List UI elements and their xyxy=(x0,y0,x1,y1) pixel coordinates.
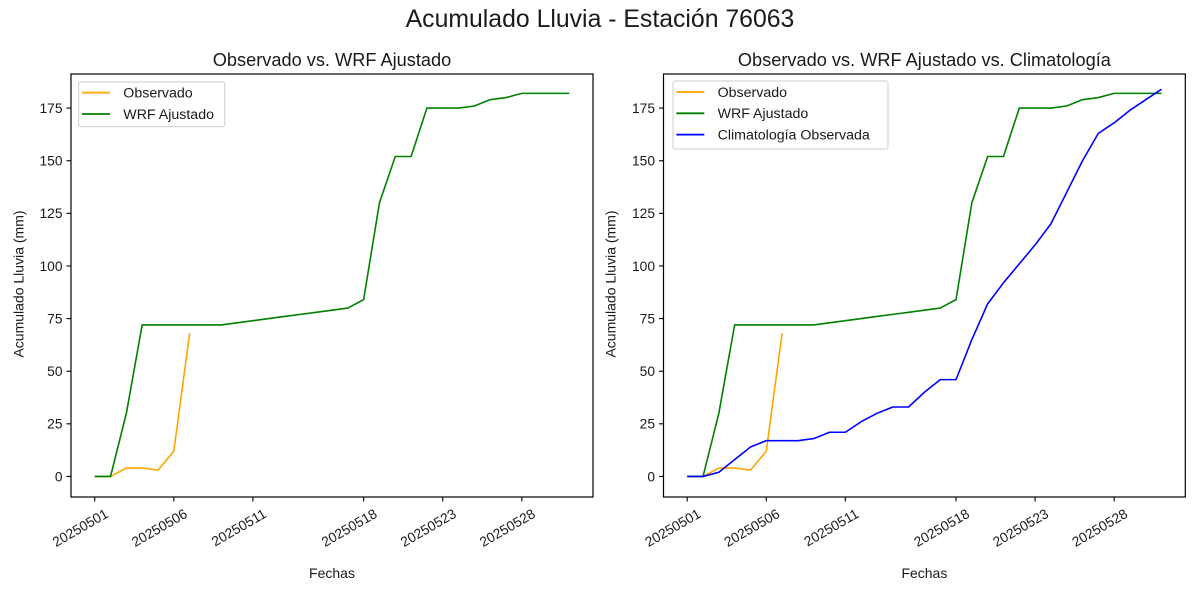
svg-text:125: 125 xyxy=(39,206,62,221)
svg-text:20250501: 20250501 xyxy=(643,506,704,550)
svg-text:20250506: 20250506 xyxy=(722,506,783,550)
svg-text:20250506: 20250506 xyxy=(129,506,190,550)
svg-text:20250518: 20250518 xyxy=(319,506,380,550)
svg-text:0: 0 xyxy=(55,469,63,484)
svg-text:20250511: 20250511 xyxy=(802,506,862,549)
svg-text:100: 100 xyxy=(39,259,62,274)
svg-text:0: 0 xyxy=(647,469,655,484)
svg-text:175: 175 xyxy=(632,101,655,116)
svg-text:20250523: 20250523 xyxy=(398,506,459,550)
svg-text:150: 150 xyxy=(632,154,655,169)
svg-text:50: 50 xyxy=(640,364,656,379)
svg-text:Observado: Observado xyxy=(718,85,788,101)
svg-text:25: 25 xyxy=(640,417,656,432)
svg-text:25: 25 xyxy=(47,417,63,432)
svg-text:175: 175 xyxy=(39,101,62,116)
svg-text:20250511: 20250511 xyxy=(209,506,269,549)
svg-text:50: 50 xyxy=(47,364,63,379)
svg-text:20250528: 20250528 xyxy=(477,506,538,550)
svg-text:75: 75 xyxy=(640,311,656,326)
svg-text:20250523: 20250523 xyxy=(990,506,1051,550)
svg-text:WRF Ajustado: WRF Ajustado xyxy=(123,107,214,123)
svg-text:150: 150 xyxy=(39,154,62,169)
svg-text:20250528: 20250528 xyxy=(1069,506,1130,550)
svg-text:100: 100 xyxy=(632,259,655,274)
svg-text:20250518: 20250518 xyxy=(911,506,972,550)
svg-text:Observado: Observado xyxy=(123,86,193,102)
svg-text:125: 125 xyxy=(632,206,655,221)
svg-text:20250501: 20250501 xyxy=(50,506,111,550)
svg-text:75: 75 xyxy=(47,311,63,326)
svg-text:WRF Ajustado: WRF Ajustado xyxy=(718,106,809,122)
svg-text:Climatología Observada: Climatología Observada xyxy=(718,127,870,143)
